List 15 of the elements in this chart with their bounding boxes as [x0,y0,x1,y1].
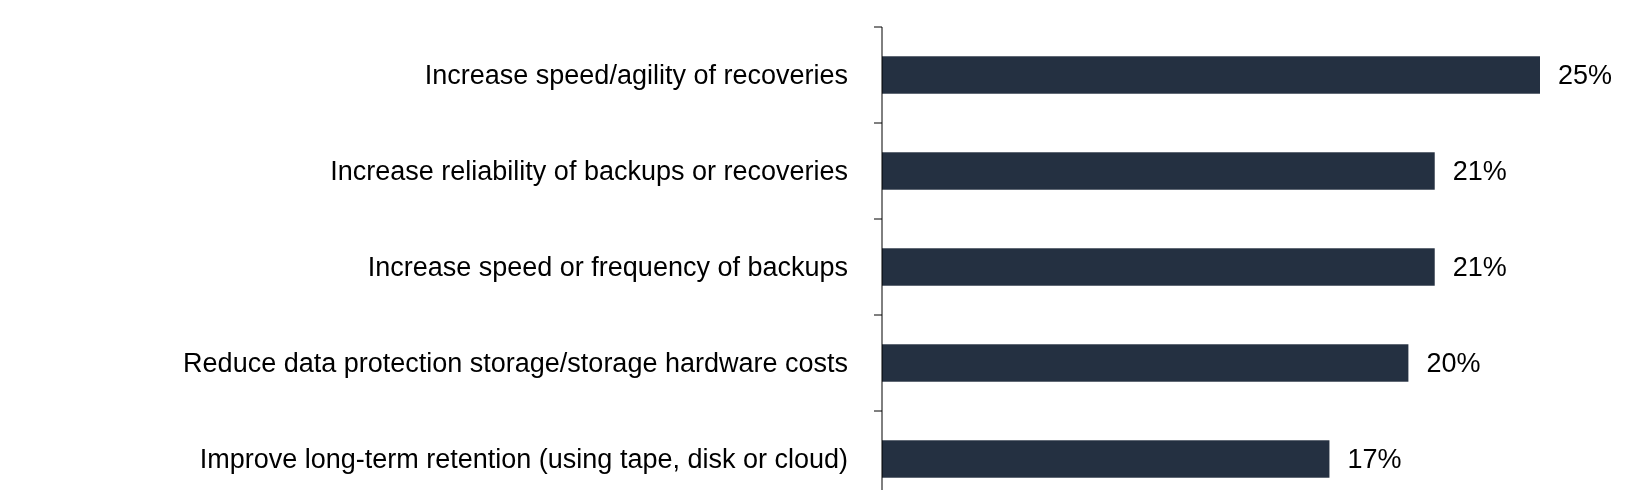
y-tick-label: Increase reliability of backups or recoveries [330,156,848,187]
data-label: 21% [1452,156,1507,187]
data-label: 17% [1347,444,1402,475]
y-tick-label: Improve long-term retention (using tape, disk or cloud) [199,444,848,475]
bar [882,56,1540,94]
bar [882,440,1330,478]
bar [882,248,1435,286]
data-label: 25% [1558,60,1613,91]
bar [882,152,1435,190]
y-tick-label: Increase speed or frequency of backups [367,252,848,283]
y-tick-label: Reduce data protection storage/storage hardware costs [183,348,848,379]
y-tick-label: Increase speed/agility of recoveries [424,60,848,91]
data-label: 21% [1452,252,1507,283]
bar [882,344,1409,382]
data-label: 20% [1426,348,1481,379]
